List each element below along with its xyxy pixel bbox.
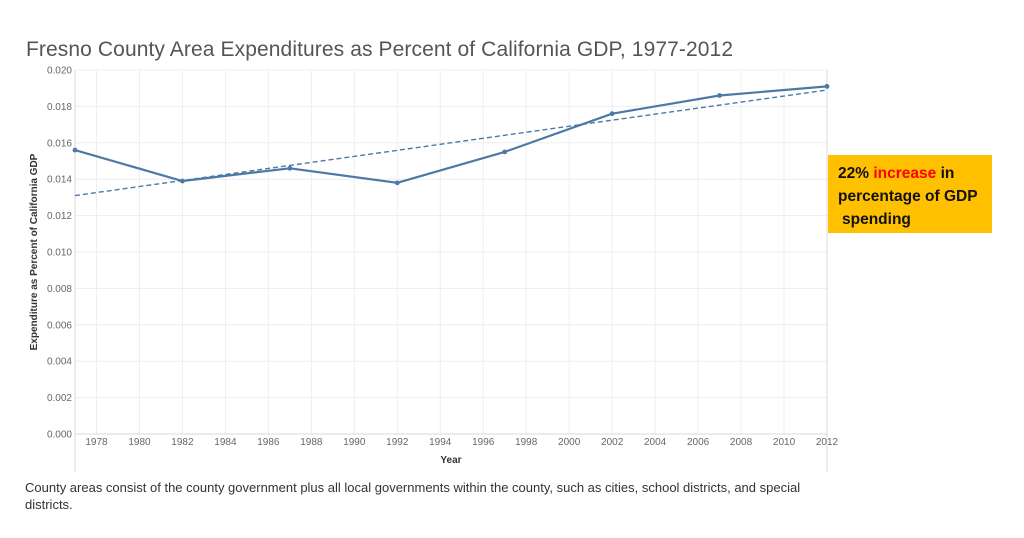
callout-box: 22% increase in percentage of GDP spendi… xyxy=(828,155,992,233)
x-tick-label: 1984 xyxy=(214,437,237,448)
data-point xyxy=(72,147,78,153)
x-tick-label: 2012 xyxy=(816,437,839,448)
data-point xyxy=(502,149,508,155)
data-point xyxy=(287,165,293,171)
data-point xyxy=(180,178,185,184)
callout-rest: in xyxy=(936,165,955,182)
trend-line xyxy=(74,89,828,197)
x-tick-label: 2008 xyxy=(730,437,753,448)
callout-line-1: 22% increase in xyxy=(838,162,984,185)
y-tick-label: 0.020 xyxy=(47,66,72,77)
x-tick-label: 1992 xyxy=(386,437,409,448)
grid-layer xyxy=(75,69,828,435)
callout-pct: 22% xyxy=(838,165,870,182)
x-tick-label: 2000 xyxy=(558,437,581,448)
x-tick-label: 1996 xyxy=(472,437,495,448)
x-tick-label: 1990 xyxy=(343,437,366,448)
x-tick-label: 1998 xyxy=(515,437,538,448)
x-tick-label: 1988 xyxy=(300,437,323,448)
x-tick-label: 1982 xyxy=(171,437,194,448)
y-tick-label: 0.016 xyxy=(47,138,72,149)
y-tick-label: 0.014 xyxy=(47,175,72,186)
chart-title: Fresno County Area Expenditures as Perce… xyxy=(26,38,734,61)
x-tick-label: 1978 xyxy=(85,437,108,448)
label-layer: 0.000 0.002 0.004 0.006 0.008 0.010 0.012 0.014… xyxy=(29,66,839,467)
x-tick-label: 2004 xyxy=(644,437,667,448)
axis-layer xyxy=(74,70,828,472)
callout-highlight: increase xyxy=(873,165,937,182)
data-point xyxy=(824,83,830,89)
x-tick-label: 2006 xyxy=(687,437,710,448)
y-tick-label: 0.000 xyxy=(47,430,72,441)
callout-line-2: percentage of GDP xyxy=(838,188,978,205)
trend-layer xyxy=(74,89,828,197)
y-tick-label: 0.008 xyxy=(47,284,72,295)
data-point xyxy=(394,180,400,186)
y-tick-label: 0.018 xyxy=(47,102,72,113)
y-tick-label: 0.012 xyxy=(47,211,72,222)
series-layer xyxy=(72,83,830,186)
x-tick-label: 1986 xyxy=(257,437,280,448)
y-tick-label: 0.002 xyxy=(47,393,72,404)
data-point xyxy=(717,93,722,98)
series-line xyxy=(74,85,828,184)
y-axis-title: Expenditure as Percent of California GDP xyxy=(29,153,40,350)
x-tick-label: 1980 xyxy=(128,437,151,448)
footnote: County areas consist of the county gover… xyxy=(25,480,801,512)
x-tick-label: 1994 xyxy=(429,437,452,448)
x-tick-label: 2002 xyxy=(601,437,624,448)
y-tick-label: 0.006 xyxy=(47,320,72,331)
x-tick-label: 2010 xyxy=(773,437,796,448)
y-tick-label: 0.010 xyxy=(47,248,72,259)
y-tick-label: 0.004 xyxy=(47,357,72,368)
data-point xyxy=(609,111,615,117)
callout-line-3: spending xyxy=(842,211,911,228)
x-axis-title: Year xyxy=(440,455,461,466)
